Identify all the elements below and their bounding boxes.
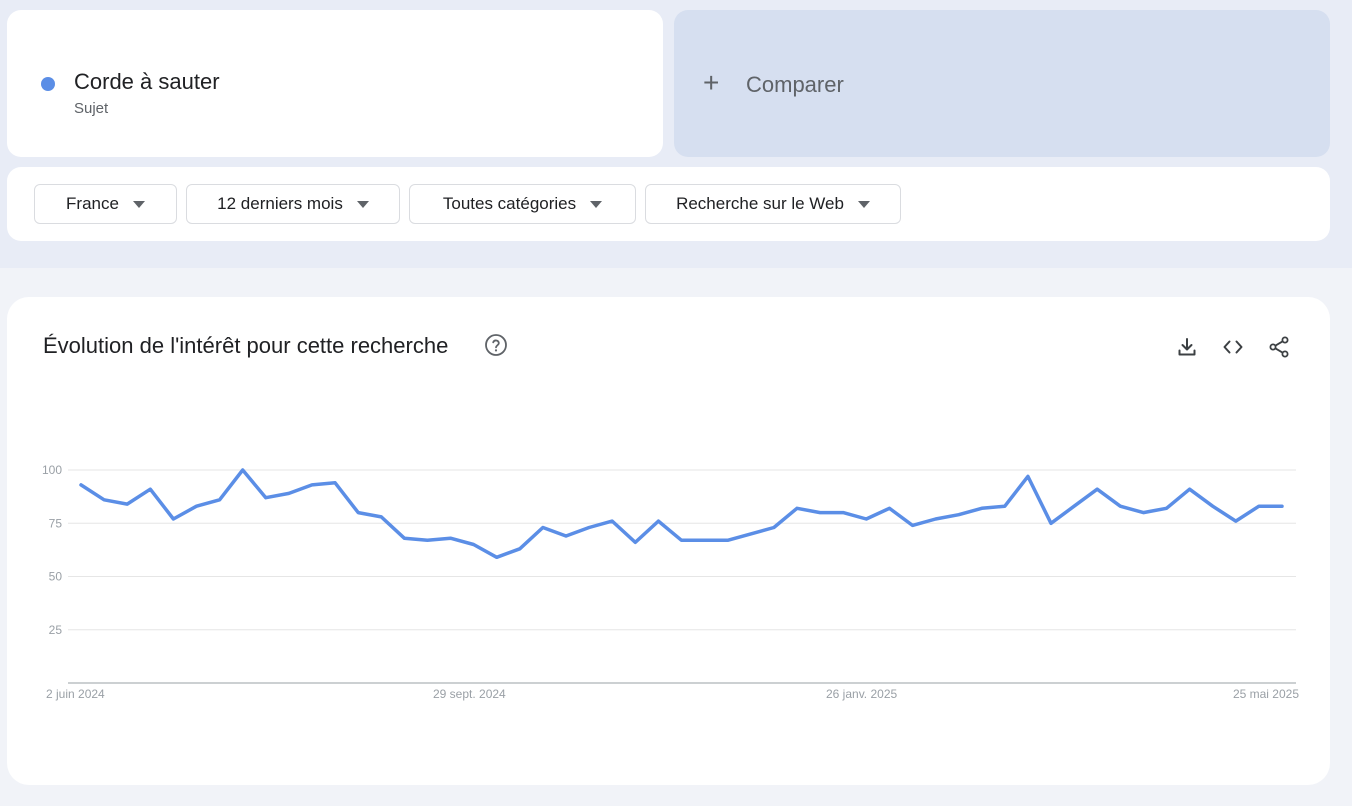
- search-type-filter-label: Recherche sur le Web: [676, 194, 844, 213]
- search-term-type: Sujet: [74, 100, 109, 117]
- y-tick-label: 50: [49, 570, 63, 584]
- search-type-filter[interactable]: Recherche sur le Web: [645, 184, 901, 224]
- download-icon[interactable]: [1175, 335, 1199, 359]
- series-color-dot: [41, 77, 55, 91]
- period-filter-label: 12 derniers mois: [217, 194, 343, 213]
- compare-button[interactable]: + Comparer: [674, 10, 1330, 157]
- y-tick-label: 75: [49, 516, 63, 530]
- x-tick-label: 25 mai 2025: [1233, 687, 1299, 701]
- dropdown-arrow-icon: [857, 200, 870, 208]
- dropdown-arrow-icon: [356, 200, 369, 208]
- category-filter[interactable]: Toutes catégories: [409, 184, 636, 224]
- interest-line-chart: 25 50 75 100 2 juin 2024 29 sept. 2024 26 janv…: [42, 463, 1299, 701]
- dropdown-arrow-icon: [590, 200, 603, 208]
- dropdown-arrow-icon: [132, 200, 145, 208]
- help-circle-icon[interactable]: [484, 333, 508, 357]
- period-filter[interactable]: 12 derniers mois: [186, 184, 400, 224]
- y-tick-label: 25: [49, 623, 63, 637]
- search-term-name[interactable]: Corde à sauter: [74, 69, 220, 94]
- plus-icon: +: [703, 67, 720, 98]
- region-filter-label: France: [66, 194, 119, 213]
- interest-over-time-card: Évolution de l'intérêt pour cette recher…: [7, 297, 1330, 785]
- x-tick-label: 29 sept. 2024: [433, 687, 506, 701]
- x-tick-label: 26 janv. 2025: [826, 687, 897, 701]
- search-term-card[interactable]: Corde à sauter Sujet: [7, 10, 663, 157]
- category-filter-label: Toutes catégories: [442, 194, 577, 213]
- filters-bar: France 12 derniers mois Toutes catégorie…: [7, 167, 1330, 241]
- compare-label: Comparer: [746, 72, 844, 97]
- embed-code-icon[interactable]: [1221, 335, 1245, 359]
- share-icon[interactable]: [1267, 335, 1291, 359]
- chart-title: Évolution de l'intérêt pour cette recher…: [43, 333, 449, 358]
- series-line: [79, 468, 1284, 560]
- x-tick-label: 2 juin 2024: [46, 687, 105, 701]
- region-filter[interactable]: France: [34, 184, 177, 224]
- y-tick-label: 100: [42, 463, 62, 477]
